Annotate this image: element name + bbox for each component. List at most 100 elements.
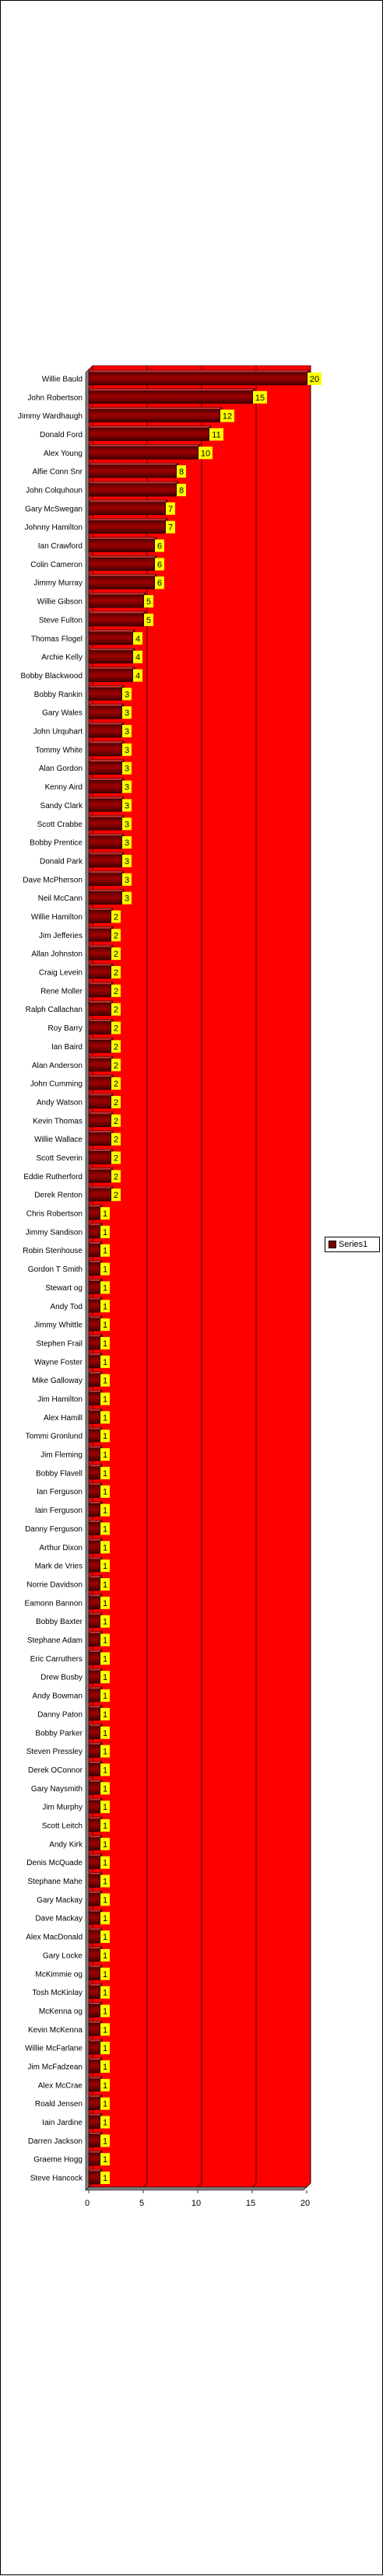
bar [88, 481, 179, 497]
data-label: 1 [103, 1413, 107, 1423]
data-label-bg [100, 1336, 110, 1349]
category-label: Derek Renton [34, 1192, 83, 1200]
bar-front-face [88, 372, 307, 386]
data-label: 2 [114, 1153, 118, 1163]
data-label: 1 [103, 2044, 107, 2053]
data-label: 1 [103, 1247, 107, 1256]
bar-front-face [88, 1206, 100, 1220]
bar [88, 2131, 103, 2147]
bar-front-face [88, 910, 111, 923]
bar-top-face [88, 462, 179, 466]
bar-front-face [88, 428, 209, 441]
plot-floor [85, 2186, 307, 2191]
bar [88, 2001, 103, 2018]
bar [88, 1946, 103, 1962]
data-label-bg [100, 1874, 110, 1888]
category-label: Dave Mackay [35, 1915, 83, 1923]
data-label: 1 [103, 1989, 107, 1998]
category-label: Jimmy Whittle [34, 1321, 83, 1330]
bar [88, 1389, 103, 1406]
bar [88, 536, 157, 553]
bar-front-face [88, 1058, 111, 1072]
data-label: 1 [103, 1562, 107, 1571]
bar-front-face [88, 446, 199, 460]
bar-top-face [88, 852, 125, 856]
bar [88, 1408, 103, 1424]
bar-front-face [88, 632, 133, 646]
category-label: Neil McCann [38, 894, 83, 903]
bar [88, 499, 168, 516]
category-label: Sandy Clark [40, 802, 83, 810]
data-label-bg [122, 743, 132, 756]
bar-front-face [88, 965, 111, 979]
category-label: Kenny Aird [45, 783, 83, 792]
category-label: Alfie Conn Snr [33, 468, 83, 477]
bar [88, 1835, 103, 1851]
x-tick-label: 0 [85, 2199, 90, 2208]
bar-front-face [88, 1633, 100, 1647]
category-label: Donald Park [40, 857, 83, 866]
bar [88, 407, 223, 423]
bar [88, 833, 125, 849]
bar-top-face [88, 1149, 114, 1152]
data-label-bg [111, 947, 121, 961]
data-label-bg [100, 1615, 110, 1628]
bar-front-face [88, 1522, 100, 1535]
category-label: Stewart og [45, 1284, 83, 1293]
category-label: Alan Gordon [39, 765, 83, 773]
gridline-floor-20 [306, 2182, 311, 2188]
data-label-bg [111, 1003, 121, 1016]
bar-front-face [88, 1374, 100, 1387]
data-label-bg [122, 725, 132, 738]
data-label: 1 [103, 1748, 107, 1757]
bar-front-face [88, 558, 155, 571]
bar [88, 759, 125, 775]
data-label-bg [100, 2097, 110, 2110]
category-label: Tommy White [35, 746, 83, 754]
bar [88, 1742, 103, 1759]
bar-top-face [88, 870, 125, 873]
category-label: John Cumming [30, 1080, 83, 1089]
data-label-bg [111, 1151, 121, 1164]
bar-top-face [88, 518, 168, 521]
gridline-floor-15 [251, 2182, 257, 2188]
bar-front-face [88, 1170, 111, 1183]
data-label: 1 [103, 1228, 107, 1237]
bar-top-face [88, 629, 135, 632]
bar [88, 1297, 103, 1313]
data-label: 1 [103, 1803, 107, 1812]
bar [88, 1464, 103, 1480]
bar-top-face [88, 1167, 114, 1171]
data-label-bg [100, 1466, 110, 1479]
data-label-bg [177, 484, 186, 497]
data-label-bg [100, 1281, 110, 1294]
category-label: Ralph Callachan [26, 1006, 83, 1014]
bar [88, 1185, 114, 1202]
data-label-bg [111, 1040, 121, 1053]
bar [88, 889, 125, 905]
category-label: John Urquhart [33, 728, 83, 737]
category-label: Johnny Hamilton [25, 523, 83, 532]
data-label: 2 [114, 950, 118, 959]
data-label-bg [100, 1707, 110, 1720]
gridline-floor-5 [142, 2182, 148, 2188]
data-label: 1 [103, 1766, 107, 1775]
data-label-bg [111, 910, 121, 923]
bar-top-face [88, 1000, 114, 1003]
data-label: 1 [103, 1673, 107, 1682]
bar-front-face [88, 1689, 100, 1703]
data-label-bg [100, 1485, 110, 1498]
data-label: 1 [103, 1859, 107, 1868]
legend-swatch [329, 1241, 336, 1248]
bar [88, 592, 146, 608]
data-label: 5 [146, 597, 151, 607]
data-label: 1 [103, 1784, 107, 1794]
data-label: 3 [125, 783, 129, 793]
bar [88, 684, 125, 701]
data-label-bg [111, 1021, 121, 1034]
data-label: 1 [103, 1933, 107, 1942]
data-label: 1 [103, 1358, 107, 1367]
data-label: 1 [103, 1339, 107, 1349]
data-label-bg [100, 1411, 110, 1424]
data-label: 7 [168, 523, 173, 533]
